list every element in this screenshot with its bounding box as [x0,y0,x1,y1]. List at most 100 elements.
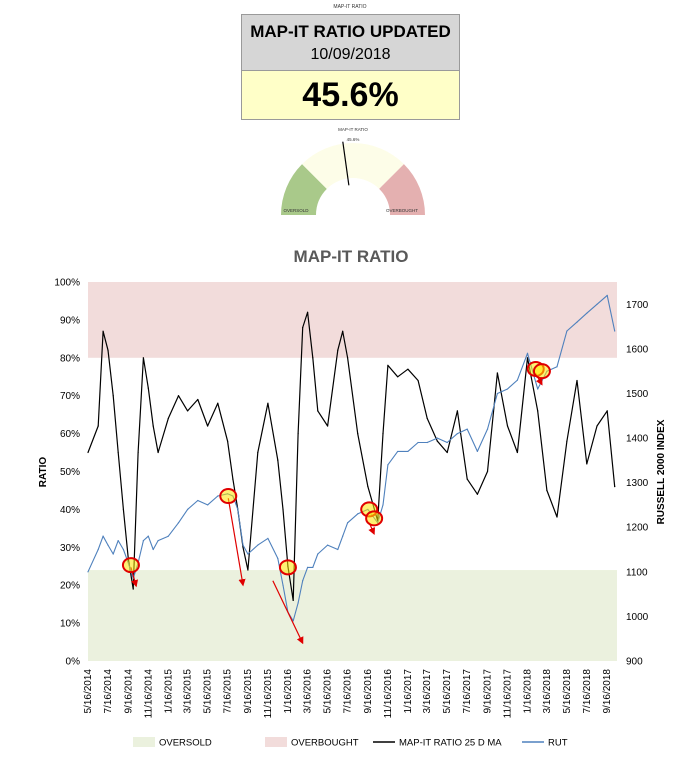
plot-bands [88,282,617,661]
data-point [142,540,144,542]
data-point [217,402,219,404]
data-point [282,584,284,586]
data-point [346,357,349,359]
data-point [537,410,539,412]
data-point [407,368,409,370]
annotation-arrow [272,580,304,645]
data-point [576,321,578,323]
data-point [596,425,598,427]
data-point [486,470,489,473]
data-point [227,440,229,442]
data-point [312,566,314,568]
data-point [586,463,588,465]
data-point [476,450,478,453]
y2-tick-label: 1500 [626,389,649,400]
gauge: MAP-IT RATIO 45.6% OVERSOLD OVERBOUGHT [281,127,425,215]
data-point [187,508,189,510]
y2-axis-title: RUSSELL 2000 INDEX [656,419,667,524]
data-point [407,450,409,453]
data-point [417,379,419,382]
data-point [102,535,104,537]
y-tick-label: 20% [60,581,80,592]
data-point [387,364,389,366]
series-line-rut [87,294,616,622]
y-tick-label: 80% [60,353,80,364]
data-point [614,330,616,332]
gauge-overbought-label: OVERBOUGHT [386,208,418,213]
data-point [137,451,139,454]
data-point [326,425,329,427]
data-point [326,544,329,546]
data-point [132,588,134,590]
data-point [122,508,124,510]
series-lines [87,294,616,622]
data-point [596,303,598,305]
data-point [506,425,509,427]
data-point [426,441,428,444]
data-point [142,357,144,359]
data-point [122,548,124,551]
x-tick-label: 5/16/2014 [83,669,94,714]
data-point [397,450,399,453]
data-point [237,508,239,510]
legend-label: RUT [548,738,568,749]
annotation-circle [365,510,384,527]
data-point [242,544,244,546]
data-point [556,366,558,368]
data-point [297,433,299,435]
data-point [257,451,259,454]
x-tick-label: 3/16/2018 [542,669,553,714]
annotation-circle [532,363,551,380]
gauge-value-text: 45.6% [347,137,360,142]
x-tick-label: 9/16/2018 [602,669,613,714]
summary-title: MAP-IT RATIO UPDATED [250,22,451,41]
data-point [436,437,438,439]
summary-date: 10/09/2018 [310,46,391,63]
annotations [121,360,551,645]
y2-axis-ticks: 900 1000 1100 1200 1300 1400 1500 1600 1700 [626,300,649,668]
data-point [446,451,448,454]
data-point [112,553,114,555]
data-point [357,513,359,515]
data-point [337,349,339,351]
x-tick-label: 9/16/2014 [123,669,134,714]
data-point [267,537,269,539]
gauge-oversold-label: OVERSOLD [283,208,309,213]
data-point [516,379,518,381]
y2-tick-label: 1400 [626,434,649,445]
data-point [342,330,344,332]
summary-value: 45.6% [302,76,399,114]
y2-tick-label: 900 [626,657,643,668]
legend-label: MAP-IT RATIO 25 D MA [399,738,502,749]
y-tick-label: 40% [60,505,80,516]
x-tick-label: 5/16/2016 [323,669,334,714]
data-point [382,504,384,506]
data-point [302,326,304,329]
x-tick-label: 11/16/2016 [383,669,394,719]
data-point [456,433,458,435]
x-tick-label: 3/16/2017 [422,669,433,714]
data-point [367,486,369,488]
data-point [242,546,244,548]
data-point [167,417,169,420]
data-point [87,571,89,573]
annotation-circle [278,559,297,576]
data-point [496,392,498,395]
data-point [606,410,608,412]
data-point [297,602,299,604]
x-tick-label: 11/16/2014 [143,669,154,719]
y-axis-title: RATIO [38,457,49,488]
data-point [456,410,458,412]
data-point [306,566,309,568]
data-point [516,451,518,454]
y2-tick-label: 1300 [626,478,649,489]
y-axis-ticks: 0% 10% 20% 30% 40% 50% 60% 70% 80% 90% 100% [54,278,80,668]
data-point [247,569,249,571]
annotation-circle [121,557,140,574]
data-point [152,548,154,551]
x-tick-label: 7/16/2015 [223,669,234,714]
x-tick-label: 5/16/2017 [442,669,453,714]
gauge-needle [342,141,350,186]
data-point [197,499,199,502]
